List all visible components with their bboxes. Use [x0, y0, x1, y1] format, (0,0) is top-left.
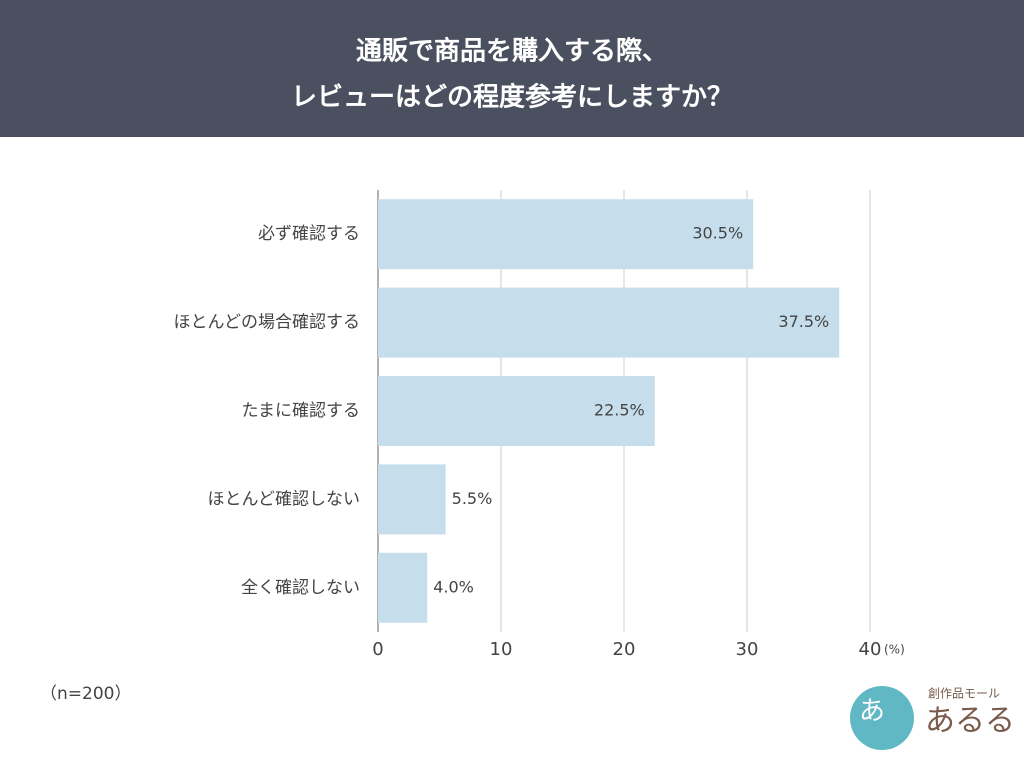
logo-tagline: 創作品モール: [928, 687, 1000, 701]
header-band: [0, 0, 1024, 137]
x-tick-label: 20: [613, 639, 636, 660]
y-tick-label: 必ず確認する: [258, 224, 360, 244]
bar: [378, 464, 446, 535]
value-label: 4.0%: [433, 577, 474, 596]
value-label: 37.5%: [778, 312, 829, 331]
chart-title: 通販で商品を購入する際、: [356, 36, 668, 67]
x-tick-label: 10: [490, 639, 513, 660]
logo-mark: あ: [859, 697, 885, 727]
x-tick-label: 40: [859, 639, 882, 660]
x-tick-label: 30: [736, 639, 759, 660]
y-tick-label: 全く確認しない: [241, 578, 360, 598]
chart-title: レビューはどの程度参考にしますか？: [291, 82, 733, 113]
y-tick-label: たまに確認する: [242, 401, 361, 421]
bar: [378, 376, 655, 446]
y-tick-label: ほとんど確認しない: [208, 489, 361, 509]
x-unit: (%): [884, 643, 905, 657]
value-label: 22.5%: [594, 401, 645, 420]
x-tick-label: 0: [372, 639, 383, 660]
bar: [378, 552, 428, 623]
value-label: 30.5%: [692, 224, 743, 243]
bar: [378, 287, 840, 358]
value-label: 5.5%: [452, 489, 493, 508]
y-tick-label: ほとんどの場合確認する: [174, 313, 361, 333]
logo-circle: [850, 686, 914, 750]
note: （n=200）: [40, 684, 131, 704]
bar: [378, 199, 754, 270]
logo-name: あるる: [925, 704, 1015, 739]
